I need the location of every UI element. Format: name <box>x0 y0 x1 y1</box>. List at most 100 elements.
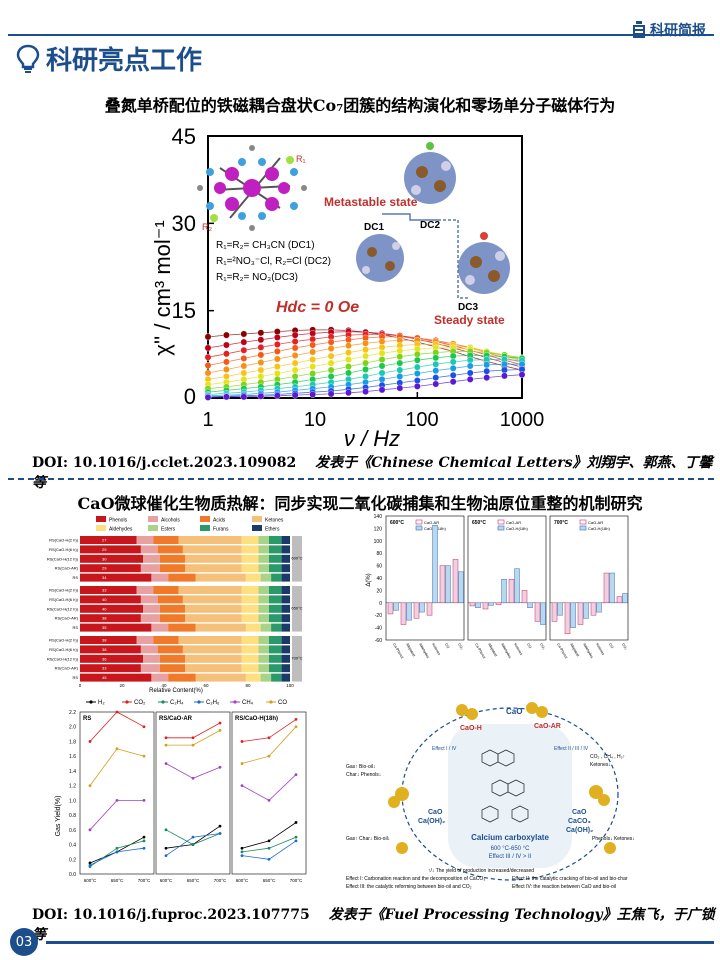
legend-label: Alcohols <box>161 518 180 524</box>
x-label: CO <box>444 643 450 650</box>
data-point <box>240 362 248 370</box>
ball-cluster-top <box>388 702 616 854</box>
y-tick: 140 <box>374 514 383 520</box>
x-tick: 600°C <box>160 878 173 883</box>
effect-3: Effect III: the catalytic reforming betw… <box>346 884 472 890</box>
legend-swatch <box>252 516 262 522</box>
data-point <box>218 824 222 828</box>
article2-citation: DOI: 10.1016/j.fuproc.2023.107775 发表于《Fu… <box>32 904 720 944</box>
composition-bars: RS(CaO-H(2 h)) 27 RS(CaO-H(6 h)) 29 RS(CaO-H… <box>47 536 303 688</box>
bar-ar <box>387 602 394 615</box>
bar-h <box>596 602 602 613</box>
legend-label: CaO-H(18h) <box>506 526 528 531</box>
stack-segment <box>159 614 185 623</box>
y-tick: 2.2 <box>69 710 76 716</box>
data-point <box>291 373 299 380</box>
data-point <box>327 366 335 374</box>
data-point <box>291 331 299 339</box>
legend-swatch <box>415 519 423 525</box>
bar-value: 35 <box>102 625 107 630</box>
x-tick: 10 <box>304 409 326 431</box>
x-tick: 700°C <box>214 878 227 883</box>
panel-title: RS <box>83 716 91 722</box>
article1-title: 叠氮单桥配位的铁磁耦合盘状Co₇团簇的结构演化和零场单分子磁体行为 <box>104 96 616 115</box>
x-label: Alkylated <box>405 643 416 658</box>
panel-frame <box>385 515 465 641</box>
stack-segment <box>157 645 183 654</box>
stack-segment <box>136 536 154 544</box>
stack-segment <box>143 554 160 563</box>
y-tick: 1.2 <box>69 784 76 790</box>
legend-label: CaO-AR <box>588 520 603 525</box>
bar-h <box>419 602 425 613</box>
stack-segment <box>178 586 242 594</box>
data-point <box>378 349 386 357</box>
stack-segment <box>281 586 290 594</box>
stack-segment <box>140 645 158 654</box>
data-point <box>345 363 352 370</box>
legend-label: C₂H₆ <box>206 700 220 706</box>
bar-h <box>514 568 520 604</box>
legend-label: Furans <box>213 527 229 533</box>
data-point <box>273 334 281 341</box>
gas-note: Phenols↓ Ketones↓ <box>592 836 635 842</box>
data-point <box>240 762 244 765</box>
stack-segment <box>271 573 282 582</box>
data-point <box>327 338 335 346</box>
gas-note: Ketones↓ <box>590 762 611 768</box>
data-point <box>267 736 271 740</box>
data-series <box>204 326 526 401</box>
legend-marker <box>125 700 129 704</box>
bar-ar <box>400 602 407 625</box>
stack-segment <box>258 645 269 654</box>
stack-segment <box>281 673 290 682</box>
bar-h <box>622 593 628 604</box>
data-point <box>88 861 92 865</box>
data-point <box>294 725 298 729</box>
data-point <box>88 828 92 832</box>
data-point <box>240 355 248 362</box>
cluster-structure-image <box>197 145 307 231</box>
arrow-note: ↑/↓ The yield of production increased/de… <box>428 868 534 874</box>
data-point <box>267 798 271 802</box>
data-point <box>345 336 352 344</box>
field-label: Hdc = 0 Oe <box>276 299 359 316</box>
stack-segment <box>195 573 246 582</box>
stack-segment <box>80 586 137 594</box>
stack-segment <box>241 595 259 604</box>
bar-value: 45 <box>102 675 107 680</box>
stack-segment <box>241 604 259 613</box>
data-point <box>240 369 248 377</box>
bar-h <box>432 525 438 604</box>
legend-swatch <box>96 525 106 531</box>
stack-segment <box>151 623 169 632</box>
bar-h <box>557 602 563 616</box>
page-number: 03 <box>10 928 38 956</box>
data-point <box>345 342 352 350</box>
stack-segment <box>80 554 143 563</box>
row-label: RS(CaO-AR) <box>55 566 79 571</box>
stack-segment <box>245 573 261 582</box>
gas-note: Char↓ Phenols↓ <box>346 772 381 778</box>
row-label: RS(CaO-H(2 h)) <box>49 588 79 593</box>
data-point <box>223 358 230 366</box>
energy-path <box>382 213 438 221</box>
panel-title: 650°C <box>472 520 486 526</box>
data-point <box>396 366 404 374</box>
stack-segment <box>258 595 269 604</box>
bar-value: 40 <box>102 597 107 602</box>
data-point <box>240 846 244 850</box>
data-point <box>413 363 421 371</box>
x-label: CO₂ <box>457 643 464 651</box>
x-tick: 650°C <box>111 878 124 883</box>
bar-value: 38 <box>102 616 107 621</box>
x-label: Alkylated <box>569 643 580 658</box>
data-point <box>378 338 386 345</box>
x-tick: 100 <box>405 409 438 431</box>
stack-segment <box>258 545 269 554</box>
stack-segment <box>281 645 290 654</box>
data-point <box>378 362 386 370</box>
stack-segment <box>258 636 269 644</box>
data-point <box>223 373 230 380</box>
bar-ar <box>426 602 433 616</box>
